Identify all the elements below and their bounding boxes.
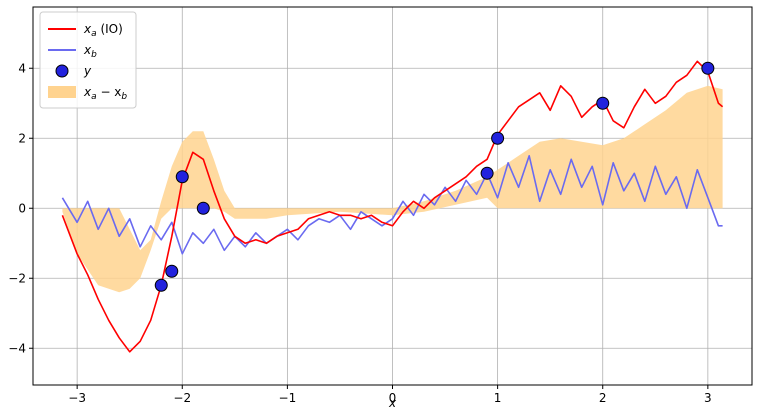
y-point <box>165 264 179 278</box>
y-tick-label: 2 <box>18 131 26 145</box>
y-point <box>596 96 610 110</box>
y-tick-label: −2 <box>8 271 26 285</box>
legend-fill-swatch <box>48 86 76 98</box>
legend-entry-xb: xb <box>48 43 97 60</box>
legend-label: xa − xb <box>83 85 127 102</box>
legend: xa (IO) xb y xa − xb <box>39 11 137 109</box>
x-tick-label: 1 <box>494 391 502 405</box>
y-points <box>154 61 715 292</box>
xa-series <box>61 60 724 353</box>
x-tick-label: −1 <box>279 391 297 405</box>
legend-box <box>39 11 137 109</box>
y-tick-label: 0 <box>18 201 26 215</box>
y-point <box>480 166 494 180</box>
y-point <box>175 170 189 184</box>
legend-label: xb <box>83 43 97 60</box>
legend-entry-band: xa − xb <box>48 85 127 102</box>
legend-label: xa (IO) <box>83 22 123 39</box>
band-series <box>62 85 723 293</box>
band-area <box>62 85 723 293</box>
y-point <box>701 61 715 75</box>
x-tick-label: 0 <box>389 391 397 405</box>
xa-line <box>61 60 724 353</box>
legend-label: y <box>83 64 92 78</box>
y-point <box>154 278 168 292</box>
x-tick-label: 3 <box>704 391 712 405</box>
legend-entry-xa: xa (IO) <box>48 22 123 39</box>
xb-series <box>61 155 723 255</box>
y-tick-label: 4 <box>18 61 26 75</box>
legend-marker-swatch <box>55 64 69 78</box>
x-tick-label: 2 <box>599 391 607 405</box>
y-point <box>196 201 210 215</box>
xb-line <box>61 155 723 255</box>
legend-entry-y: y <box>55 64 92 78</box>
y-point <box>491 131 505 145</box>
x-tick-label: −3 <box>68 391 86 405</box>
y-tick-label: −4 <box>8 341 26 355</box>
axis-ticks: −3 −2 −1 0 1 2 3 −4 −2 0 2 4 <box>8 61 711 405</box>
x-tick-label: −2 <box>173 391 191 405</box>
x-axis-label: x <box>388 396 397 410</box>
